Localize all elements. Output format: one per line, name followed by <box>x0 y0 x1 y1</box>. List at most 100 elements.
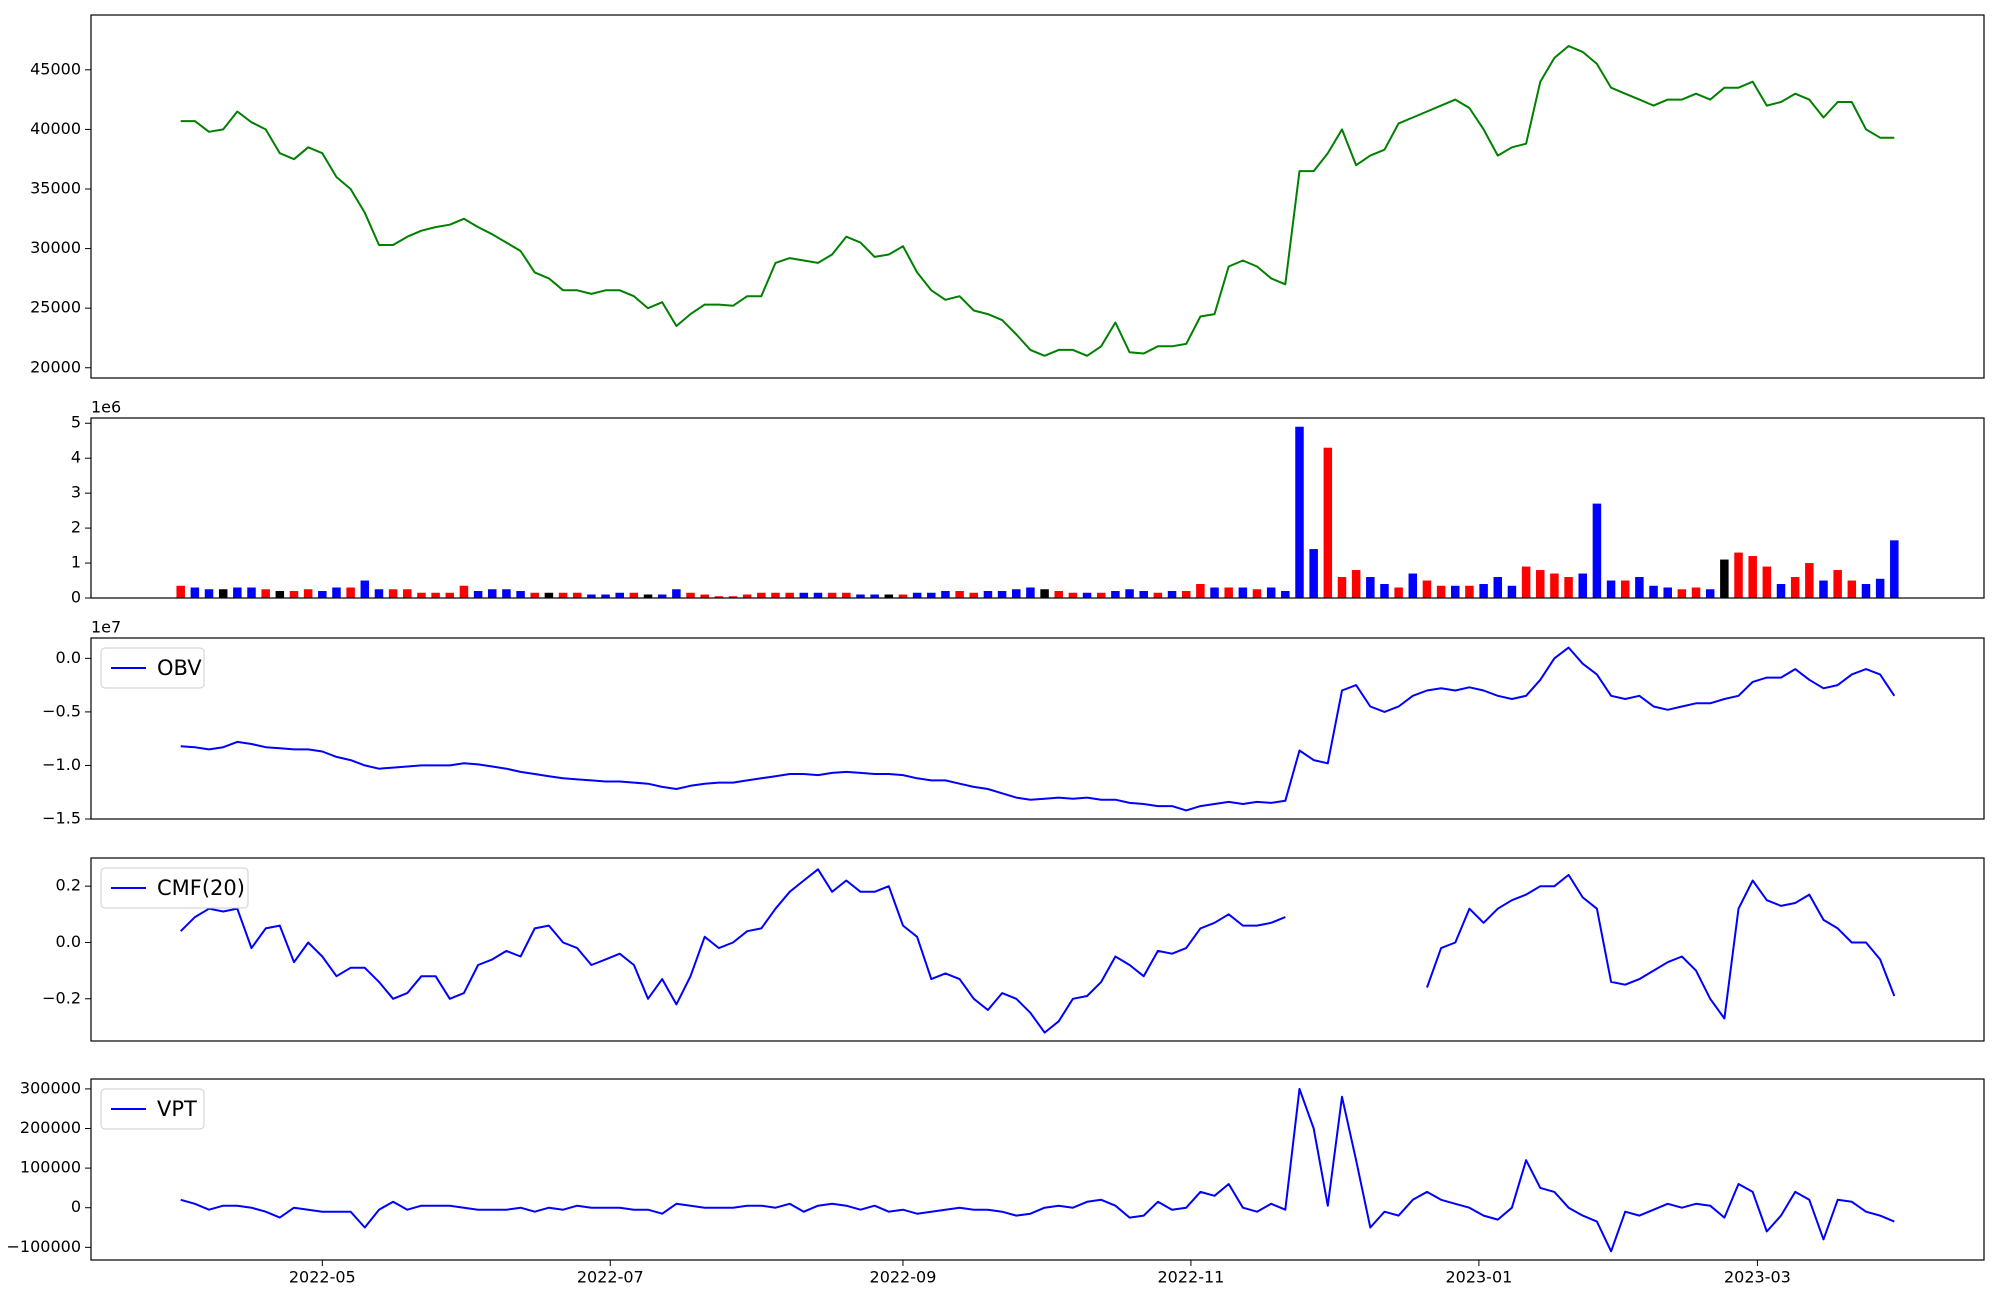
volume-bar <box>757 592 766 598</box>
volume-bar <box>1125 589 1134 598</box>
volume-bar <box>1082 592 1092 598</box>
y-tick-label: 100000 <box>20 1158 81 1177</box>
y-tick-label: 0 <box>71 1197 81 1216</box>
volume-bar <box>218 589 228 598</box>
volume-bar <box>1040 589 1049 598</box>
volume-bar <box>1196 584 1205 598</box>
panel-frame <box>90 417 1985 599</box>
series-line <box>180 646 1896 812</box>
volume-bar <box>388 589 398 598</box>
panel-frame <box>90 637 1985 820</box>
volume-bar <box>785 592 794 598</box>
volume-bar <box>1139 591 1148 598</box>
volume-bar <box>1351 570 1361 598</box>
volume-bar <box>1323 447 1333 598</box>
volume-bar <box>1691 587 1701 598</box>
legend-box <box>100 867 249 909</box>
volume-bar <box>1805 563 1814 598</box>
series-line <box>179 868 1896 1034</box>
volume-bar <box>1493 577 1503 598</box>
volume-bar <box>1507 585 1517 598</box>
y-tick-label: 300000 <box>20 1078 81 1097</box>
volume-bar <box>1153 592 1163 598</box>
y-tick-label: 35000 <box>30 178 81 197</box>
panel-frame <box>90 857 1985 1042</box>
volume-bar <box>1309 549 1318 598</box>
y-tick-label: 45000 <box>30 59 81 78</box>
volume-bar <box>898 594 908 598</box>
volume-bar <box>1564 577 1573 598</box>
volume-bar <box>601 594 610 598</box>
volume-bar <box>289 591 299 598</box>
y-tick-label: 40000 <box>30 119 81 138</box>
volume-bar <box>1252 589 1262 598</box>
offset-text: 1e6 <box>91 398 121 417</box>
volume-bar <box>318 591 327 598</box>
volume-bar <box>827 592 837 598</box>
volume-bar <box>1451 585 1460 598</box>
volume-bar <box>1620 580 1630 598</box>
volume-bar <box>459 585 469 598</box>
volume-bar <box>1663 587 1672 598</box>
y-tick-label: −0.5 <box>42 701 81 720</box>
y-tick-label: 2 <box>71 518 81 537</box>
y-tick-label: 0.0 <box>56 932 81 951</box>
volume-bar <box>941 591 950 598</box>
legend-box <box>100 647 205 689</box>
y-tick-label: 25000 <box>30 298 81 317</box>
volume-bar <box>502 589 511 598</box>
volume-bar <box>615 592 624 598</box>
volume-bar <box>969 592 979 598</box>
y-tick-label: −0.2 <box>42 988 81 1007</box>
y-tick-label: 4 <box>71 448 81 467</box>
volume-bar <box>261 589 270 598</box>
volume-bar <box>700 594 709 598</box>
volume-bar <box>1096 592 1106 598</box>
volume-bar <box>1578 573 1587 598</box>
volume-bar <box>1677 589 1687 598</box>
volume-bar <box>1224 587 1233 598</box>
volume-bar <box>516 591 525 598</box>
volume-bar <box>1054 591 1063 598</box>
offset-text: 1e7 <box>91 618 121 637</box>
volume-bar <box>176 585 185 598</box>
volume-bar <box>1366 577 1375 598</box>
volume-bar <box>771 592 780 598</box>
volume-bar <box>1762 566 1772 598</box>
volume-bar <box>856 594 865 598</box>
volume-bar <box>1819 580 1828 598</box>
volume-bar <box>1408 573 1418 598</box>
volume-bar <box>1790 577 1800 598</box>
volume-bar <box>431 592 440 598</box>
volume-bar <box>1465 585 1474 598</box>
volume-bar <box>1111 591 1120 598</box>
legend-label: VPT <box>157 1097 197 1121</box>
volume-bar <box>1479 584 1488 598</box>
volume-bar <box>1422 580 1432 598</box>
volume-bar <box>1734 552 1743 598</box>
volume-bar <box>332 587 341 598</box>
volume-bar <box>1536 570 1545 598</box>
series-line <box>180 1087 1895 1253</box>
volume-bar <box>530 592 539 598</box>
y-tick-label: 200000 <box>20 1118 81 1137</box>
y-tick-label: 0.0 <box>56 648 81 667</box>
volume-bar <box>870 594 879 598</box>
volume-bar <box>1649 585 1658 598</box>
volume-bar <box>912 592 922 598</box>
volume-bar <box>1181 591 1191 598</box>
volume-bar <box>204 589 214 598</box>
volume-bar <box>403 589 412 598</box>
x-tick-label: 2023-01 <box>1445 1268 1512 1287</box>
volume-bar <box>417 592 426 598</box>
volume-bar <box>799 592 809 598</box>
y-tick-label: −1.0 <box>42 755 81 774</box>
y-tick-label: 1 <box>71 553 81 572</box>
y-tick-label: 5 <box>71 413 81 432</box>
volume-bar <box>1238 587 1248 598</box>
legend-label: CMF(20) <box>157 876 245 900</box>
volume-bar <box>955 591 964 598</box>
volume-bar <box>1337 577 1347 598</box>
volume-bar <box>488 589 497 598</box>
volume-bar <box>572 592 582 598</box>
